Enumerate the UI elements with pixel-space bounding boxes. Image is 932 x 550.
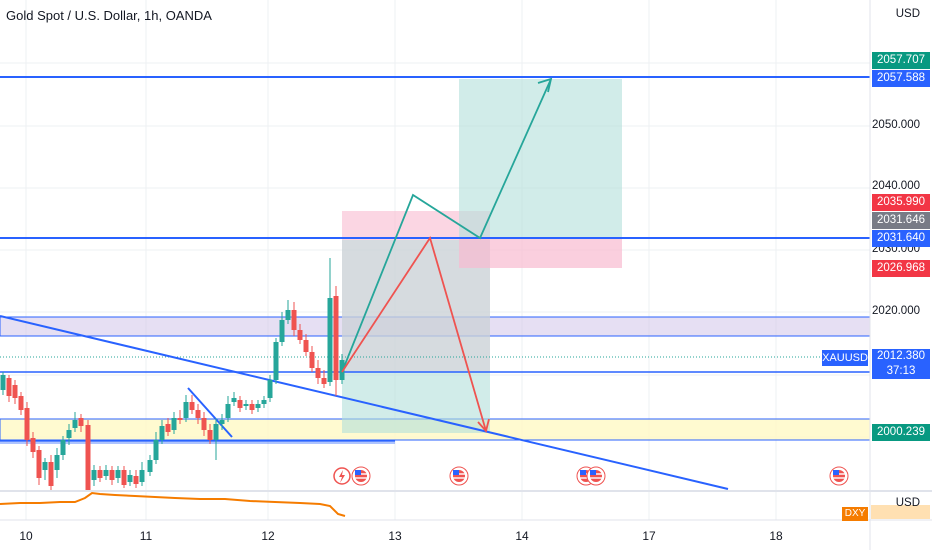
bull-arrowhead (537, 77, 553, 93)
candle-body (97, 470, 103, 478)
candle-body (255, 404, 261, 408)
mini-trendline[interactable] (187, 387, 233, 438)
candle-body (219, 420, 225, 424)
currency-label: USD (895, 8, 920, 20)
candle-body (297, 330, 303, 340)
candle-body (273, 342, 279, 380)
candle-body (24, 408, 30, 440)
candle-body (171, 418, 177, 430)
us-flag-icon[interactable] (829, 466, 849, 486)
price-tag-target-low: 2000.239 (872, 424, 930, 441)
candle-body (231, 398, 237, 402)
dxy-line (0, 491, 346, 517)
price-tag-stop-high: 2035.990 (872, 194, 930, 211)
us-flag-icon[interactable] (449, 466, 469, 486)
candle-body (0, 375, 6, 390)
candle-body (177, 418, 183, 420)
candle-body (183, 402, 189, 418)
candle-body (315, 368, 321, 378)
dxy-badge: DXY (842, 507, 868, 521)
candle-body (303, 340, 309, 352)
bull-projection-path[interactable] (341, 78, 552, 373)
time-label-13: 13 (388, 529, 402, 543)
price-tick-2020: 2020.000 (872, 305, 920, 317)
candle-body (91, 470, 97, 480)
candle-body (261, 400, 267, 404)
candle-body (42, 462, 48, 470)
time-label-17: 17 (642, 529, 656, 543)
candle-body (189, 402, 195, 410)
dxy-axis-strip (871, 505, 930, 519)
candle-body (279, 320, 285, 342)
event-markers[interactable] (333, 466, 849, 486)
chart-title: Gold Spot / U.S. Dollar, 1h, OANDA (6, 8, 212, 23)
candle-body (6, 378, 12, 396)
candle-body (72, 420, 78, 428)
target-zone-2[interactable] (459, 79, 622, 238)
candle-body (153, 440, 159, 460)
candle-body (285, 310, 291, 320)
candle-body (333, 296, 339, 380)
candles (0, 258, 345, 492)
candle-body (327, 298, 333, 382)
candle-body (133, 476, 139, 484)
candle-body (201, 418, 207, 430)
candle-body (321, 378, 327, 384)
candle-body (48, 462, 54, 486)
sub-pane-currency: USD (895, 497, 920, 509)
candle-body (207, 430, 213, 440)
candle-body (12, 385, 18, 398)
candle-body (127, 475, 133, 482)
candle-body (237, 400, 243, 408)
bar-countdown: 37:13 (886, 365, 916, 377)
us-flag-icon[interactable] (586, 466, 606, 486)
candle-body (165, 424, 171, 432)
price-tick-2050: 2050.000 (872, 119, 920, 131)
candle-body (30, 438, 36, 452)
candle-body (66, 430, 72, 438)
candle-body (85, 425, 91, 490)
time-label-18: 18 (769, 529, 783, 543)
stop-zone-2[interactable] (459, 238, 622, 268)
candle-body (54, 455, 60, 470)
candle-body (225, 404, 231, 418)
candle-body (115, 470, 121, 478)
candle-body (60, 440, 66, 455)
price-tag-target: 2057.707 (872, 52, 930, 69)
candle-body (103, 470, 109, 476)
price-tick-2040: 2040.000 (872, 180, 920, 192)
time-label-12: 12 (261, 529, 275, 543)
candle-body (18, 396, 24, 410)
candle-body (267, 380, 273, 398)
last-price: 2012.380 (877, 350, 925, 362)
bear-arrowhead (477, 418, 490, 433)
candle-body (78, 418, 84, 426)
price-tag-stop-low: 2026.968 (872, 260, 930, 277)
candle-body (159, 426, 165, 440)
us-flag-icon[interactable] (351, 466, 371, 486)
candle-body (243, 404, 249, 406)
candle-body (36, 450, 42, 478)
candle-body (121, 470, 127, 485)
price-tag-mid: 2031.646 (872, 212, 930, 229)
symbol-badge: XAUUSD (822, 350, 868, 366)
time-label-14: 14 (515, 529, 529, 543)
price-tag-line-mid: 2031.640 (872, 230, 930, 247)
candle-body (309, 352, 315, 368)
lightning-icon[interactable] (333, 467, 351, 485)
time-label-11: 11 (139, 529, 153, 543)
bear-projection-path[interactable] (341, 235, 487, 432)
candle-body (195, 410, 201, 418)
candle-body (249, 404, 255, 410)
price-tag-line-high: 2057.588 (872, 70, 930, 87)
time-label-10: 10 (19, 529, 33, 543)
candle-body (109, 470, 115, 480)
candle-body (139, 470, 145, 482)
candle-body (213, 424, 219, 440)
trendline[interactable] (0, 315, 729, 490)
candle-body (147, 460, 153, 472)
last-price-tag: 2012.380 37:13 (872, 349, 930, 379)
candle-body (291, 310, 297, 330)
